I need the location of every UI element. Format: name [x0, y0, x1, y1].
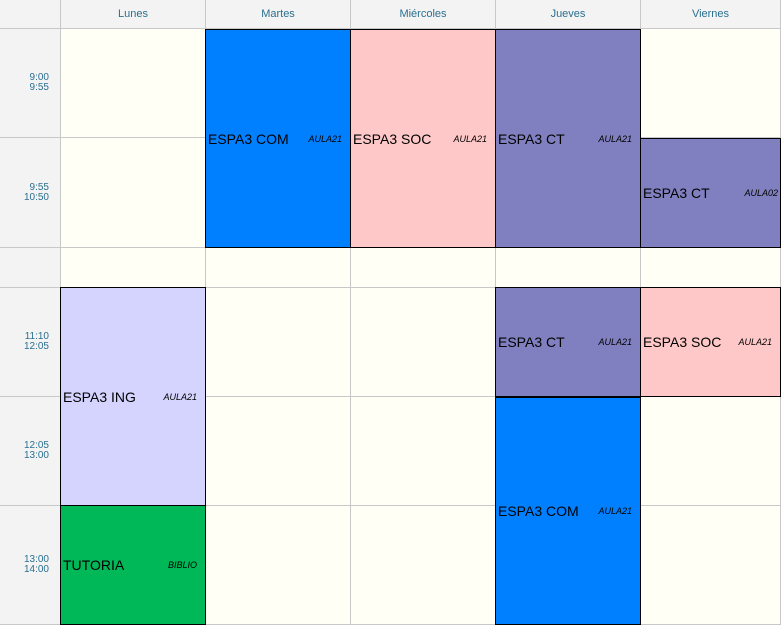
class-subject: ESPA3 CT [498, 130, 565, 147]
class-block-viernes-soc[interactable]: ESPA3 SOC AULA21 [640, 287, 781, 397]
grid-cell[interactable] [351, 288, 496, 397]
grid-cell[interactable] [351, 506, 496, 625]
header-corner [0, 0, 61, 29]
grid-cell [61, 248, 206, 288]
time-start: 12:05 [23, 440, 49, 451]
class-room: AULA21 [163, 391, 197, 402]
time-end: 10:50 [23, 191, 49, 203]
grid-cell[interactable] [206, 506, 351, 625]
class-subject: ESPA3 COM [498, 503, 579, 519]
time-end: 12:05 [23, 341, 49, 352]
class-room: AULA21 [453, 133, 487, 144]
class-block-lunes-ing[interactable]: ESPA3 ING AULA21 [60, 287, 206, 506]
class-subject: ESPA3 ING [63, 388, 136, 405]
grid-cell[interactable] [641, 506, 781, 625]
grid-cell[interactable] [641, 29, 781, 138]
class-subject: ESPA3 CT [498, 334, 565, 350]
day-header-miercoles: Miércoles [351, 0, 496, 29]
class-block-lunes-tutoria[interactable]: TUTORIA BIBLIO [60, 505, 206, 625]
class-subject: TUTORIA [63, 557, 125, 573]
class-subject: ESPA3 COM [208, 130, 289, 147]
time-slot-5: 13:00 14:00 [0, 506, 61, 625]
time-slot-3: 11:10 12:05 [0, 288, 61, 397]
time-start: 11:10 [24, 331, 49, 342]
grid-cell [351, 248, 496, 288]
class-block-jueves-ct[interactable]: ESPA3 CT AULA21 [495, 29, 641, 248]
class-block-miercoles-soc[interactable]: ESPA3 SOC AULA21 [350, 29, 496, 248]
time-slot-break [0, 248, 61, 288]
grid-cell[interactable] [641, 397, 781, 506]
class-block-jueves-ct-2[interactable]: ESPA3 CT AULA21 [495, 287, 641, 397]
class-subject: ESPA3 SOC [353, 130, 432, 147]
grid-cell[interactable] [206, 288, 351, 397]
time-start: 13:00 [23, 554, 49, 565]
grid-cell[interactable] [61, 138, 206, 248]
time-end: 14:00 [23, 564, 49, 575]
class-subject: ESPA3 CT [643, 185, 710, 201]
time-end: 9:55 [29, 82, 49, 93]
time-start: 9:55 [29, 181, 49, 193]
grid-cell [641, 248, 781, 288]
class-block-martes-com[interactable]: ESPA3 COM AULA21 [205, 29, 351, 248]
class-room: BIBLIO [167, 560, 197, 570]
class-room: AULA21 [598, 506, 632, 516]
time-start: 9:00 [29, 72, 49, 83]
day-header-viernes: Viernes [641, 0, 781, 29]
day-header-martes: Martes [206, 0, 351, 29]
grid-cell[interactable] [206, 397, 351, 506]
day-header-lunes: Lunes [61, 0, 206, 29]
class-room: AULA02 [744, 188, 778, 198]
time-slot-2: 9:55 10:50 [0, 138, 61, 248]
time-end: 13:00 [23, 450, 49, 461]
class-room: AULA21 [598, 133, 632, 144]
class-room: AULA21 [308, 133, 342, 144]
class-subject: ESPA3 SOC [643, 334, 722, 350]
class-room: AULA21 [738, 337, 772, 347]
time-slot-1: 9:00 9:55 [0, 29, 61, 138]
day-header-jueves: Jueves [496, 0, 641, 29]
grid-cell [496, 248, 641, 288]
grid-cell[interactable] [61, 29, 206, 138]
class-room: AULA21 [598, 337, 632, 347]
grid-cell[interactable] [351, 397, 496, 506]
class-block-jueves-com[interactable]: ESPA3 COM AULA21 [495, 397, 641, 625]
time-slot-4: 12:05 13:00 [0, 397, 61, 506]
grid-cell [206, 248, 351, 288]
class-block-viernes-ct[interactable]: ESPA3 CT AULA02 [640, 138, 781, 248]
